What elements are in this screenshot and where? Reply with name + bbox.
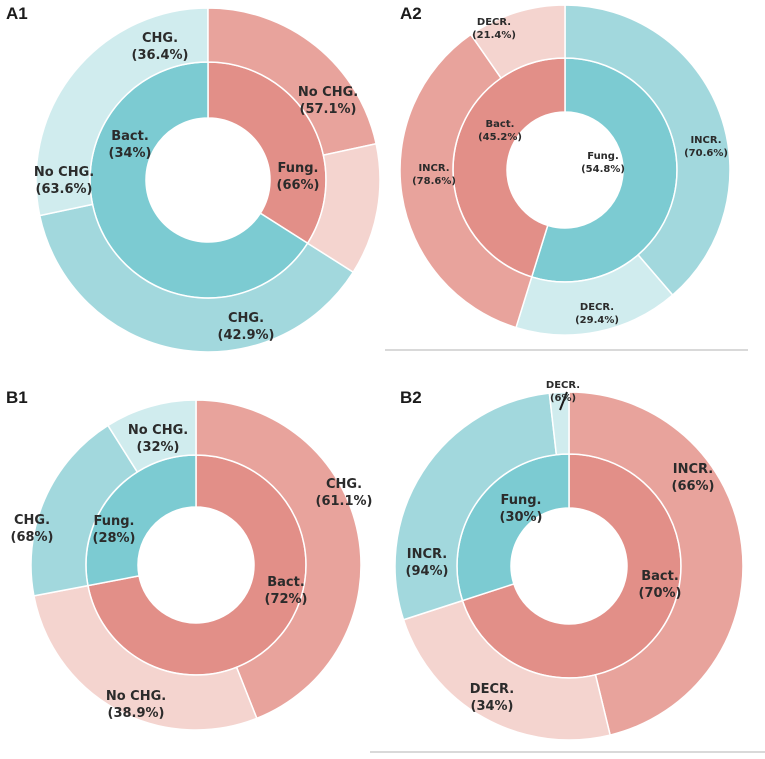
inner-label-fung-b2: Fung. (30%): [500, 493, 543, 525]
donut-chart-b1: Bact. (72%) Fung. (28%) CHG. (61.1%) No CHG. (3…: [11, 399, 373, 731]
inner-label-bact-a1: Bact. (34%): [109, 129, 152, 161]
outer-slice-fung-no-chg-a1: [38, 203, 355, 353]
panel-label-b1: B1: [6, 388, 28, 407]
outer-label-fung-chg-a1: CHG. (42.9%): [218, 311, 275, 343]
inner-label-fung-b1: Fung. (28%): [93, 514, 136, 546]
outer-label-fung-incr-b2: INCR. (94%): [406, 547, 449, 579]
inner-label-bact-b1: Bact. (72%): [265, 575, 308, 607]
outer-label-fung-chg-b1: CHG. (68%): [11, 513, 54, 545]
panel-label-a1: A1: [6, 4, 28, 23]
inner-label-bact-a2: Bact. (45.2%): [478, 119, 522, 143]
panel-label-a2: A2: [400, 4, 422, 23]
outer-slice-bact-incr-a2: [399, 33, 533, 329]
inner-label-fung-a2: Fung. (54.8%): [581, 151, 625, 175]
outer-label-fung-decr-a2: DECR. (29.4%): [575, 302, 619, 326]
leader-line-b2: [559, 391, 568, 411]
outer-slice-bact-incr-b2: [568, 391, 744, 736]
outer-label-fung-no-chg-b1: No CHG. (32%): [128, 423, 188, 455]
outer-slice-bact-chg-a1: [306, 142, 381, 274]
outer-label-bact-decr-a2: DECR. (21.4%): [472, 17, 516, 41]
outer-slice-fung-decr-b2: [548, 391, 570, 456]
outer-label-bact-decr-b2: DECR. (34%): [470, 682, 514, 714]
outer-slice-bact-decr-b2: [402, 599, 612, 741]
donut-chart-b2: Bact. (70%) Fung. (30%) INCR. (66%) DECR. (34%)…: [394, 380, 744, 741]
outer-label-bact-chg-a1: CHG. (36.4%): [132, 31, 189, 63]
panel-label-b2: B2: [400, 388, 422, 407]
outer-label-bact-no-chg-a1: No CHG. (63.6%): [34, 165, 94, 197]
donut-chart-a2: Fung. (54.8%) Bact. (45.2%) INCR. (70.6%) DECR…: [399, 4, 731, 336]
outer-label-bact-no-chg-b1: No CHG. (38.9%): [106, 689, 166, 721]
inner-label-fung-a1: Fung. (66%): [277, 161, 320, 193]
outer-slice-bact-chg-b1: [195, 399, 362, 720]
outer-label-fung-incr-a2: INCR. (70.6%): [684, 135, 728, 159]
outer-slice-bact-decr-a2: [469, 4, 566, 80]
outer-label-bact-incr-a2: INCR. (78.6%): [412, 163, 456, 187]
outer-label-fung-no-chg-a1: No CHG. (57.1%): [298, 85, 358, 117]
outer-slice-fung-incr-a2: [564, 4, 731, 297]
outer-slice-fung-no-chg-b1: [106, 399, 197, 474]
donut-chart-a1: Bact. (34%) Fung. (66%) No CHG. (57.1%) CHG. (4…: [34, 7, 381, 353]
outer-label-bact-chg-b1: CHG. (61.1%): [316, 477, 373, 509]
inner-label-bact-b2: Bact. (70%): [639, 569, 682, 601]
outer-slice-bact-no-chg-b1: [33, 584, 258, 731]
outer-label-fung-decr-b2: DECR. (6%): [546, 380, 580, 404]
outer-slice-fung-incr-b2: [394, 392, 558, 621]
outer-label-bact-incr-b2: INCR. (66%): [672, 462, 715, 494]
